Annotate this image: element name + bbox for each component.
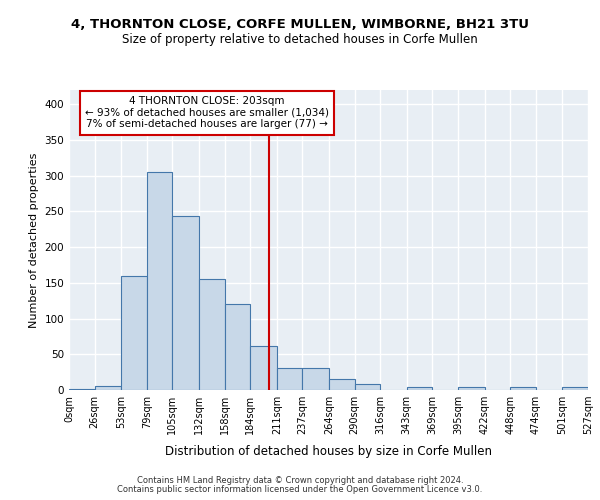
Text: Size of property relative to detached houses in Corfe Mullen: Size of property relative to detached ho…	[122, 32, 478, 46]
Bar	[302, 368, 329, 390]
Bar	[277, 368, 302, 390]
Bar	[69, 388, 95, 390]
Bar	[95, 386, 121, 390]
Bar	[224, 304, 250, 390]
Bar	[121, 276, 147, 390]
Text: 4 THORNTON CLOSE: 203sqm
← 93% of detached houses are smaller (1,034)
7% of semi: 4 THORNTON CLOSE: 203sqm ← 93% of detach…	[85, 96, 329, 130]
X-axis label: Distribution of detached houses by size in Corfe Mullen: Distribution of detached houses by size …	[165, 446, 492, 458]
Text: 4, THORNTON CLOSE, CORFE MULLEN, WIMBORNE, BH21 3TU: 4, THORNTON CLOSE, CORFE MULLEN, WIMBORN…	[71, 18, 529, 30]
Text: Contains HM Land Registry data © Crown copyright and database right 2024.: Contains HM Land Registry data © Crown c…	[137, 476, 463, 485]
Bar	[199, 280, 224, 390]
Bar	[562, 387, 588, 390]
Bar	[458, 387, 485, 390]
Bar	[355, 384, 380, 390]
Text: Contains public sector information licensed under the Open Government Licence v3: Contains public sector information licen…	[118, 485, 482, 494]
Bar	[329, 380, 355, 390]
Bar	[250, 346, 277, 390]
Bar	[510, 387, 536, 390]
Bar	[147, 172, 172, 390]
Bar	[172, 216, 199, 390]
Y-axis label: Number of detached properties: Number of detached properties	[29, 152, 39, 328]
Bar	[407, 387, 433, 390]
